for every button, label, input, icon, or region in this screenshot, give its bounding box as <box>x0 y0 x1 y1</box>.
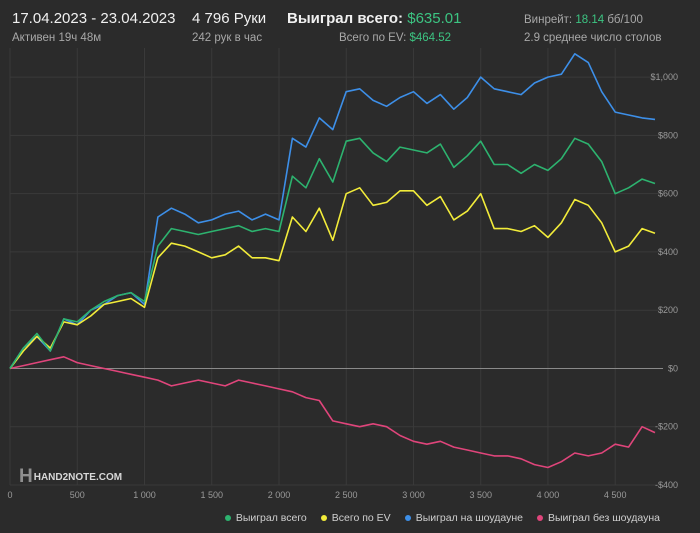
series-lines <box>9 53 656 469</box>
x-tick-label: 4 500 <box>604 490 627 500</box>
avg-tables: 2.9 среднее число столов <box>524 32 662 44</box>
legend-label-ev: Всего по EV <box>331 512 391 524</box>
x-tick-label: 2 500 <box>335 490 358 500</box>
x-tick-label: 4 000 <box>537 490 560 500</box>
series-line-0 <box>9 137 656 369</box>
x-tick-label: 1 000 <box>133 490 156 500</box>
ev-value: $464.52 <box>409 32 452 44</box>
legend-dot-non-showdown <box>537 515 543 521</box>
series-line-1 <box>9 187 656 369</box>
hands-block: 4 796 Руки 242 рук в час <box>192 10 266 46</box>
ev-label: Всего по EV: <box>339 32 407 44</box>
y-tick-label: $400 <box>658 247 678 257</box>
active-time: Активен 19ч 48м <box>12 32 102 44</box>
winrate-unit: бб/100 <box>607 14 643 26</box>
legend-label-non-showdown: Выиграл без шоудауна <box>548 512 660 524</box>
x-tick-label: 500 <box>70 490 85 500</box>
y-tick-label: $0 <box>668 363 678 373</box>
hand2note-logo: H HAND2NOTE.COM <box>19 466 122 488</box>
winrate-label: Винрейт: <box>524 14 573 26</box>
legend-item-ev[interactable]: Всего по EV <box>320 512 391 524</box>
legend-label-showdown: Выиграл на шоудауне <box>415 512 523 524</box>
legend-dot-ev <box>320 515 327 521</box>
legend-dot-showdown <box>404 515 411 521</box>
won-label: Выиграл всего: <box>287 10 404 27</box>
series-line-3 <box>9 356 656 469</box>
legend-item-non-showdown[interactable]: Выиграл без шоудауна <box>537 512 660 524</box>
x-tick-label: 3 000 <box>402 490 425 500</box>
legend-label-won: Выиграл всего <box>235 512 307 524</box>
x-tick-label: 3 500 <box>469 490 492 500</box>
logo-text: HAND2NOTE.COM <box>33 471 123 483</box>
y-tick-label: $1,000 <box>650 72 678 82</box>
hands-per-hour: 242 рук в час <box>192 32 263 44</box>
y-tick-label: -$200 <box>655 422 678 432</box>
won-value: $635.01 <box>407 10 462 27</box>
y-tick-label: $600 <box>658 189 678 199</box>
chart-legend: Выиграл всего Всего по EV Выиграл на шоу… <box>0 512 660 524</box>
y-tick-label: -$400 <box>655 480 678 490</box>
y-tick-label: $800 <box>658 130 678 140</box>
y-axis-ticks: $1,000 $800 $600 $400 $200 $0 -$200 -$400 <box>650 72 678 490</box>
y-tick-label: $200 <box>658 305 678 315</box>
x-tick-label: 0 <box>7 490 12 500</box>
winrate-block: Винрейт: 18.14 бб/100 2.9 среднее число … <box>524 12 662 46</box>
legend-item-won[interactable]: Выиграл всего <box>224 512 307 524</box>
x-tick-label: 1 500 <box>200 490 223 500</box>
grid <box>9 48 663 486</box>
won-block: Выиграл всего: $635.01 Всего по EV: $464… <box>287 10 461 46</box>
x-axis-ticks: 0 500 1 000 1 500 2 000 2 500 3 000 3 500 4 000 4… <box>7 490 626 500</box>
hands-count: 4 796 Руки <box>192 10 267 27</box>
winrate-value: 18.14 <box>575 14 605 26</box>
logo-mark: H <box>19 466 33 487</box>
legend-dot-won <box>224 515 231 521</box>
date-range-block: 17.04.2023 - 23.04.2023 Активен 19ч 48м <box>12 10 175 46</box>
x-tick-label: 2 000 <box>268 490 291 500</box>
series-line-2 <box>9 53 656 369</box>
legend-item-showdown[interactable]: Выиграл на шоудауне <box>404 512 523 524</box>
date-range: 17.04.2023 - 23.04.2023 <box>12 10 176 27</box>
